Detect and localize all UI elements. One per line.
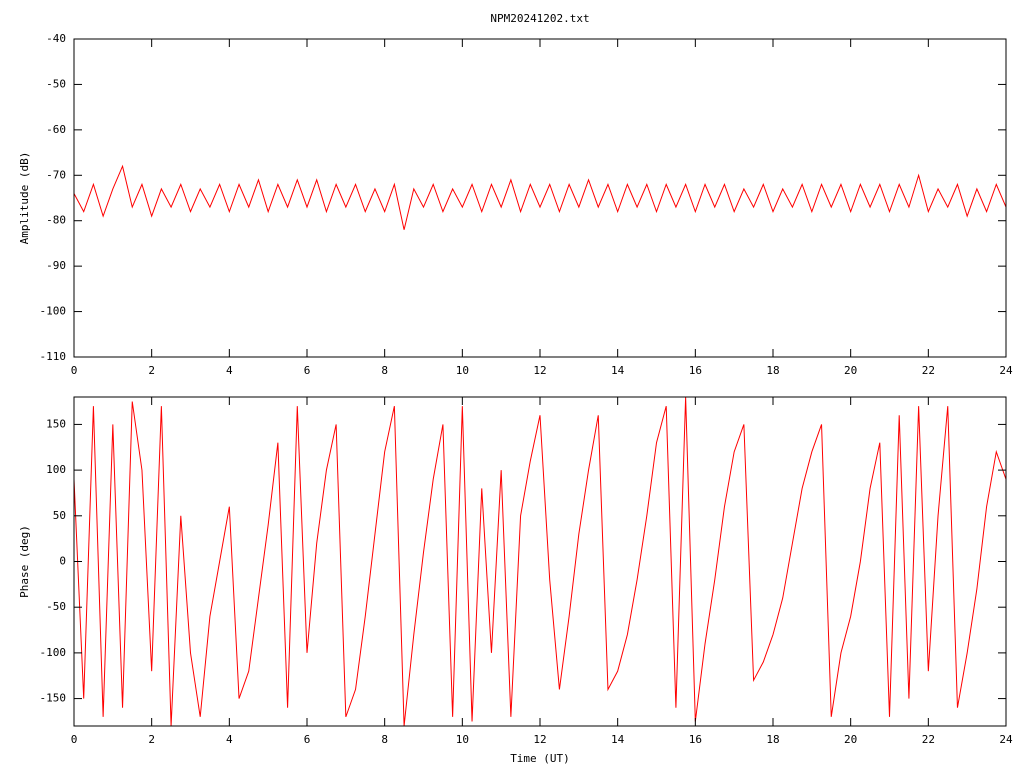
x-tick-label: 12: [533, 364, 546, 377]
x-tick-label: 10: [456, 364, 469, 377]
x-tick-label: 24: [999, 733, 1013, 746]
x-tick-label: 20: [844, 733, 857, 746]
y-tick-label: 50: [53, 509, 66, 522]
y-tick-label: -90: [46, 259, 66, 272]
y-tick-label: 100: [46, 463, 66, 476]
x-tick-label: 6: [304, 733, 311, 746]
x-tick-label: 4: [226, 364, 233, 377]
x-tick-label: 0: [71, 733, 78, 746]
y-tick-label: -50: [46, 77, 66, 90]
x-tick-label: 2: [148, 364, 155, 377]
x-tick-label: 18: [766, 733, 779, 746]
x-tick-label: 12: [533, 733, 546, 746]
plot-border: [73, 38, 1007, 358]
y-tick-label: -100: [40, 646, 67, 659]
x-tick-label: 10: [456, 733, 469, 746]
y-tick-label: -50: [46, 600, 66, 613]
x-tick-label: 8: [381, 364, 388, 377]
y-tick-label: -40: [46, 32, 66, 45]
plot-border: [73, 396, 1007, 727]
x-tick-label: 22: [922, 364, 935, 377]
y-tick-label: -70: [46, 168, 66, 181]
chart-title: NPM20241202.txt: [490, 12, 589, 25]
x-axis-label: Time (UT): [510, 752, 570, 765]
data-line: [73, 396, 1007, 727]
y-tick-label: -150: [40, 692, 67, 705]
y-tick-label: -110: [40, 350, 67, 363]
data-line: [73, 164, 1007, 230]
x-tick-label: 16: [689, 364, 702, 377]
x-tick-label: 14: [611, 364, 625, 377]
y-tick-label: 150: [46, 417, 66, 430]
x-tick-label: 4: [226, 733, 233, 746]
x-tick-label: 20: [844, 364, 857, 377]
y-tick-label: -60: [46, 123, 66, 136]
x-tick-label: 22: [922, 733, 935, 746]
x-tick-label: 2: [148, 733, 155, 746]
y-tick-label: -80: [46, 214, 66, 227]
x-tick-label: 18: [766, 364, 779, 377]
x-tick-label: 0: [71, 364, 78, 377]
y-tick-label: -100: [40, 305, 67, 318]
x-tick-label: 8: [381, 733, 388, 746]
x-tick-label: 24: [999, 364, 1013, 377]
y-tick-label: 0: [59, 555, 66, 568]
y-axis-label: Phase (deg): [18, 525, 31, 598]
x-tick-label: 16: [689, 733, 702, 746]
y-axis-label: Amplitude (dB): [18, 152, 31, 245]
x-tick-label: 6: [304, 364, 311, 377]
x-tick-label: 14: [611, 733, 625, 746]
